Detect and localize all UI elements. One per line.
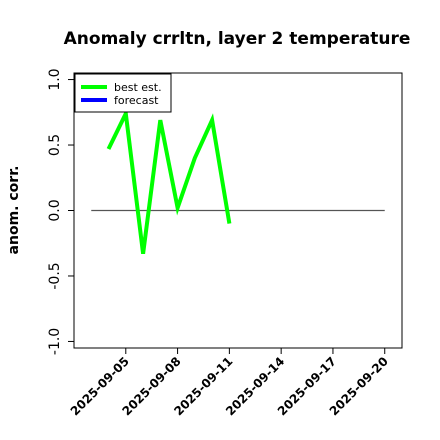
x-axis: 2025-09-052025-09-082025-09-112025-09-14… [68,348,391,418]
y-axis: -1.0 -0.5 0.0 0.5 1.0 [47,68,74,355]
legend-label-best-est: best est. [114,81,162,94]
y-axis-label: anom. corr. [6,166,22,255]
series-layer [106,106,232,254]
y-tick-label: -1.0 [47,328,63,355]
legend-box [74,73,172,113]
y-tick-label: 1.0 [47,68,63,90]
y-tick-label: 0.5 [47,134,63,156]
series-line-best-est [106,106,232,254]
legend-label-forecast: forecast [114,94,159,107]
y-tick-label: 0.0 [47,199,63,221]
y-tick-label: -0.5 [47,262,63,289]
chart-title: Anomaly crrltn, layer 2 temperature [64,29,411,49]
legend: best est. forecast [74,73,172,113]
